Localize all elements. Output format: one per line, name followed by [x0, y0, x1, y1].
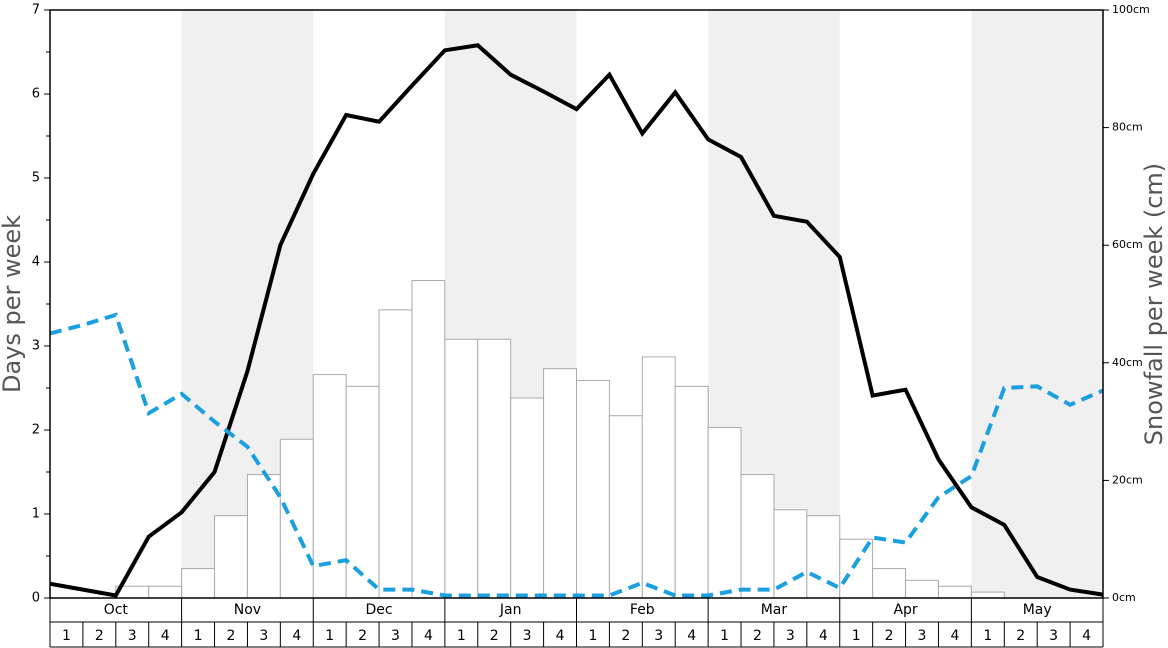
- week-label: 3: [259, 628, 268, 644]
- y-tick-label: 3: [32, 339, 40, 354]
- month-shade: [971, 10, 1103, 598]
- month-label: Jan: [499, 602, 522, 618]
- y2-tick-label: 0cm: [1112, 591, 1136, 604]
- week-label: 4: [1082, 628, 1091, 644]
- week-label: 3: [523, 628, 532, 644]
- week-label: 1: [325, 628, 334, 644]
- week-label: 4: [161, 628, 170, 644]
- bar: [707, 426, 742, 599]
- bar: [740, 474, 775, 599]
- bar: [970, 591, 1005, 599]
- bar: [872, 568, 907, 599]
- week-label: 4: [687, 628, 696, 644]
- month-label: Apr: [893, 602, 917, 618]
- month-label: Oct: [104, 602, 129, 618]
- week-label: 2: [358, 628, 367, 644]
- week-label: 2: [95, 628, 104, 644]
- bar: [378, 309, 413, 599]
- week-label: 4: [950, 628, 959, 644]
- y2-axis-label: Snowfall per week (cm): [1140, 163, 1168, 445]
- week-label: 3: [1049, 628, 1058, 644]
- bar: [246, 474, 281, 599]
- week-label: 4: [556, 628, 565, 644]
- month-label: Nov: [234, 602, 261, 618]
- week-label: 4: [292, 628, 301, 644]
- week-label: 1: [62, 628, 71, 644]
- week-label: 1: [720, 628, 729, 644]
- bar: [411, 279, 446, 599]
- y2-tick-label: 100cm: [1112, 3, 1150, 16]
- week-label: 4: [424, 628, 433, 644]
- y-axis-label: Days per week: [0, 215, 26, 393]
- bar: [543, 368, 577, 599]
- bar: [477, 338, 512, 599]
- week-label: 3: [654, 628, 663, 644]
- y2-tick-label: 60cm: [1112, 238, 1143, 251]
- month-label: Feb: [630, 602, 655, 618]
- week-label: 1: [983, 628, 992, 644]
- bar: [674, 385, 709, 599]
- week-label: 4: [819, 628, 828, 644]
- bar: [148, 585, 183, 599]
- week-label: 2: [753, 628, 762, 644]
- week-label: 1: [194, 628, 203, 644]
- bar: [444, 338, 479, 599]
- bar: [608, 415, 643, 599]
- week-label: 1: [852, 628, 861, 644]
- week-label: 2: [227, 628, 236, 644]
- bar: [576, 379, 610, 599]
- week-label: 1: [457, 628, 466, 644]
- y-tick-label: 4: [32, 255, 40, 270]
- week-label: 3: [786, 628, 795, 644]
- week-label: 2: [885, 628, 894, 644]
- y-tick-label: 2: [32, 423, 40, 438]
- bar: [345, 385, 380, 599]
- month-label: Mar: [761, 602, 788, 618]
- y2-tick-label: 20cm: [1112, 473, 1143, 486]
- y-tick-label: 1: [32, 507, 40, 522]
- y2-tick-label: 40cm: [1112, 356, 1143, 369]
- week-label: 2: [490, 628, 499, 644]
- month-label: Dec: [366, 602, 393, 618]
- line: [49, 43, 1104, 598]
- bar: [641, 356, 676, 599]
- week-label: 3: [918, 628, 927, 644]
- bar: [510, 397, 545, 599]
- week-label: 2: [1016, 628, 1025, 644]
- week-label: 2: [621, 628, 630, 644]
- y-tick-label: 7: [32, 3, 40, 18]
- y2-tick-label: 80cm: [1112, 121, 1143, 134]
- y-tick-label: 5: [32, 171, 40, 186]
- line: [49, 312, 1104, 598]
- week-label: 3: [391, 628, 400, 644]
- week-label: 1: [588, 628, 597, 644]
- bar: [181, 568, 216, 599]
- y-tick-label: 0: [32, 591, 40, 606]
- bar: [214, 515, 248, 599]
- y-tick-label: 6: [32, 87, 40, 102]
- bar: [279, 438, 314, 599]
- month-label: May: [1023, 602, 1052, 618]
- bar: [937, 585, 972, 599]
- bar: [905, 579, 939, 599]
- week-label: 3: [128, 628, 137, 644]
